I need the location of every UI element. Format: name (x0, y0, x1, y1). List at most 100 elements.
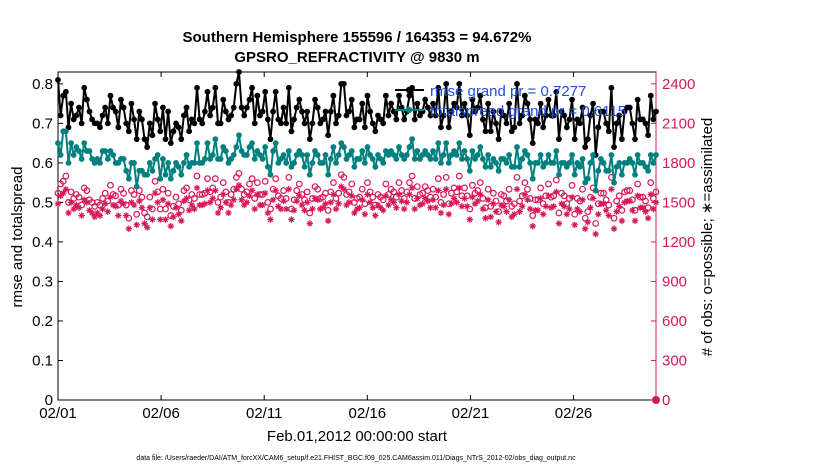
totalspread-point (125, 175, 132, 182)
legend: rmse grand pr = 0.7277 totalspread grand… (395, 83, 626, 120)
count-assimilated-point (222, 199, 230, 206)
count-assimilated-point (484, 196, 492, 203)
count-possible-point (183, 184, 190, 192)
count-possible-point (172, 193, 180, 201)
totalspread-point (299, 152, 305, 158)
rmse-point (125, 128, 132, 135)
rmse-point (222, 108, 229, 115)
count-assimilated-point (303, 199, 311, 206)
count-assimilated-point (526, 205, 534, 213)
count-possible-point (618, 206, 626, 214)
count-assimilated-point (201, 200, 209, 207)
count-assimilated-point (542, 203, 550, 210)
count-assimilated-point (75, 204, 83, 211)
count-assimilated-point (644, 215, 652, 222)
rmse-point (309, 120, 316, 127)
totalspread-point (440, 152, 447, 158)
rmse-point (406, 92, 413, 99)
totalspread-point (645, 167, 652, 174)
rmse-point (361, 124, 368, 131)
totalspread-point (608, 152, 615, 158)
rmse-point (73, 112, 80, 119)
count-assimilated-point (432, 204, 439, 211)
count-assimilated-point (419, 200, 426, 207)
count-assimilated-point (442, 186, 450, 193)
rmse-point (78, 120, 85, 127)
count-assimilated-point (86, 207, 93, 214)
totalspread-point (653, 152, 659, 158)
rmse-point (590, 100, 596, 107)
totalspread-point (78, 156, 85, 162)
rmse-point (364, 92, 371, 99)
totalspread-point (485, 152, 492, 158)
rmse-point (566, 116, 573, 123)
rmse-point (220, 96, 227, 103)
count-possible-point (251, 195, 259, 202)
totalspread-point (68, 140, 75, 147)
rmse-point (186, 128, 193, 135)
count-assimilated-point (183, 195, 190, 202)
count-assimilated-point (359, 196, 366, 203)
count-assimilated-point (269, 196, 277, 203)
totalspread-point (414, 148, 421, 154)
count-assimilated-point (516, 208, 523, 215)
count-assimilated-point (309, 205, 316, 213)
rmse-point (396, 92, 402, 99)
count-possible-point (647, 179, 655, 187)
rmse-point (563, 124, 570, 131)
rmse-point (382, 92, 389, 99)
totalspread-point (62, 128, 69, 135)
totalspread-point (65, 159, 72, 166)
count-possible-point (537, 184, 544, 192)
rmse-point (459, 112, 465, 119)
x-tick-label: 02/11 (246, 405, 282, 422)
rmse-point (456, 80, 463, 87)
rmse-point (241, 112, 248, 119)
rmse-point (280, 104, 287, 111)
count-assimilated-point (172, 204, 180, 211)
count-assimilated-point (561, 203, 568, 210)
count-assimilated-point (162, 216, 169, 223)
count-assimilated-point (647, 191, 654, 198)
totalspread-point (272, 140, 279, 147)
rmse-point (629, 120, 636, 127)
count-possible-point (615, 192, 623, 200)
rmse-point (645, 132, 652, 139)
totalspread-point (304, 152, 311, 158)
rmse-point (194, 84, 200, 91)
count-assimilated-point (298, 201, 306, 209)
count-assimilated-point (595, 211, 602, 218)
count-assimilated-point (511, 211, 518, 218)
count-possible-point (248, 175, 256, 183)
totalspread-point (120, 156, 127, 162)
rmse-point (469, 96, 476, 103)
count-possible-point (348, 180, 356, 188)
count-possible-point (267, 205, 274, 213)
rmse-point (642, 120, 649, 127)
totalspread-point (233, 144, 240, 150)
count-possible-point (193, 172, 201, 180)
count-possible-point (584, 208, 592, 216)
count-assimilated-point (600, 200, 607, 207)
rmse-point (647, 92, 654, 99)
totalspread-point (104, 156, 111, 162)
totalspread-point (577, 163, 583, 170)
count-possible-point (571, 210, 579, 218)
count-assimilated-point (138, 204, 146, 211)
totalspread-point (600, 159, 607, 166)
totalspread-point (144, 171, 151, 178)
totalspread-point (204, 140, 211, 147)
count-possible-point (545, 180, 552, 188)
count-assimilated-point (277, 205, 285, 213)
rmse-point (165, 108, 172, 115)
count-assimilated-point (136, 197, 143, 205)
count-assimilated-point (374, 201, 382, 209)
totalspread-point (217, 156, 224, 162)
rmse-point (356, 116, 363, 123)
rmse-point (264, 116, 271, 123)
totalspread-point (86, 148, 93, 154)
y-left-tick-label: 0.5 (32, 194, 53, 211)
count-assimilated-point (477, 191, 484, 198)
totalspread-point (527, 159, 534, 166)
rmse-point (97, 124, 103, 131)
